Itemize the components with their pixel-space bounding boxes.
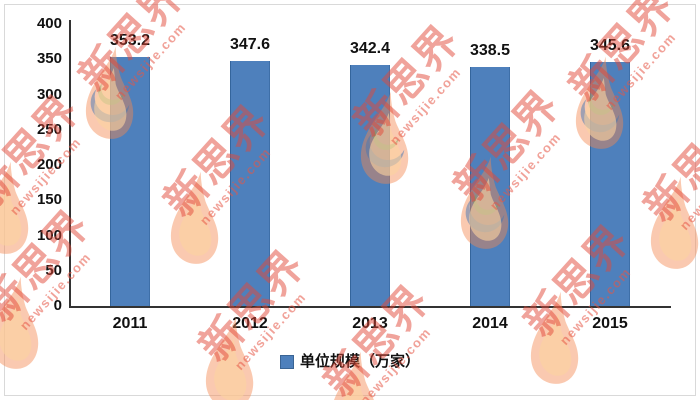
legend-marker-square — [279, 355, 294, 369]
bar-2013 — [350, 64, 390, 306]
y-tick-label: 100 — [36, 226, 62, 244]
bar-2014 — [470, 67, 510, 306]
bar-value-label: 338.5 — [469, 42, 511, 60]
legend-series-label: 单位规模（万家） — [299, 353, 420, 370]
y-tick-label: 50 — [45, 261, 62, 279]
y-tick-label: 0 — [53, 297, 62, 314]
x-tick-label: 2013 — [352, 315, 388, 332]
bar-value-label: 345.6 — [589, 37, 631, 55]
x-tick-label: 2014 — [472, 315, 508, 332]
bar-2012 — [230, 60, 270, 306]
bar-value-label: 353.2 — [109, 31, 151, 49]
x-axis-line — [69, 306, 671, 308]
y-tick-label: 400 — [36, 15, 62, 32]
x-tick-label: 2011 — [112, 315, 148, 332]
y-tick-label: 350 — [36, 50, 62, 68]
y-tick-label: 300 — [36, 85, 62, 103]
y-tick-label: 200 — [36, 156, 62, 173]
y-tick-label: 250 — [36, 120, 62, 138]
legend: 单位规模（万家） — [0, 352, 700, 372]
x-tick-label: 2012 — [232, 315, 268, 332]
y-axis-line — [69, 20, 71, 307]
x-tick-label: 2015 — [592, 315, 628, 332]
bar-value-label: 347.6 — [229, 35, 271, 53]
bar-2015 — [590, 62, 630, 306]
bar-2011 — [110, 56, 150, 306]
y-tick-label: 150 — [36, 191, 62, 209]
bar-value-label: 342.4 — [349, 39, 391, 57]
